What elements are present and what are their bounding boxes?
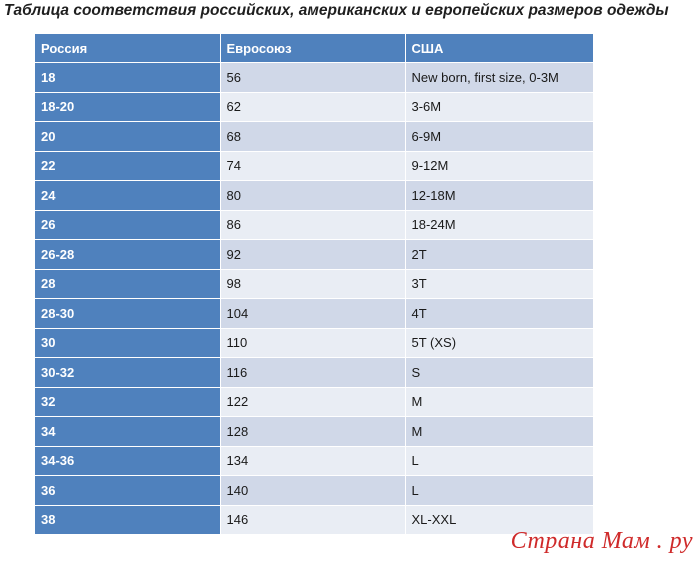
cell-usa: New born, first size, 0-3M [405,62,593,93]
cell-usa: M [405,387,593,417]
table-row: 34 128 M [35,416,593,447]
cell-usa: L [405,475,593,506]
cell-eu: 92 [220,239,406,270]
cell-russia: 20 [35,121,221,152]
table-row: 18 56 New born, first size, 0-3M [35,62,593,93]
table-header-row: Россия Евросоюз США [35,34,593,63]
page-title: Таблица соответствия российских, америка… [4,2,669,19]
cell-usa: XL-XXL [405,505,593,535]
cell-russia: 24 [35,180,221,211]
cell-usa: 3T [405,269,593,299]
cell-usa: L [405,446,593,476]
cell-russia: 26 [35,210,221,240]
table-row: 22 74 9-12M [35,151,593,181]
cell-usa: 18-24M [405,210,593,240]
cell-russia: 34-36 [35,446,221,476]
cell-russia: 28 [35,269,221,299]
cell-eu: 122 [220,387,406,417]
cell-eu: 146 [220,505,406,535]
table-body: 18 56 New born, first size, 0-3M 18-20 62 3-6… [35,62,593,535]
watermark-logo: Страна Мам . ру [510,528,693,554]
cell-russia: 28-30 [35,298,221,329]
header-usa: США [405,34,593,63]
cell-eu: 140 [220,475,406,506]
cell-usa: 4T [405,298,593,329]
table-row: 36 140 L [35,475,593,506]
table-row: 34-36 134 L [35,446,593,476]
cell-eu: 62 [220,92,406,122]
cell-russia: 18 [35,62,221,93]
cell-eu: 128 [220,416,406,447]
header-russia: Россия [35,34,221,63]
cell-eu: 104 [220,298,406,329]
table-row: 26 86 18-24M [35,210,593,240]
cell-russia: 38 [35,505,221,535]
table-row: 18-20 62 3-6M [35,92,593,122]
table-row: 20 68 6-9M [35,121,593,152]
cell-usa: 2T [405,239,593,270]
table-row: 28-30 104 4T [35,298,593,329]
cell-eu: 134 [220,446,406,476]
cell-russia: 34 [35,416,221,447]
size-table: Россия Евросоюз США 18 56 New born, first … [35,34,593,535]
table-row: 28 98 3T [35,269,593,299]
cell-usa: 6-9M [405,121,593,152]
table-row: 32 122 M [35,387,593,417]
table-row: 24 80 12-18M [35,180,593,211]
cell-russia: 36 [35,475,221,506]
cell-usa: 9-12M [405,151,593,181]
cell-usa: 3-6M [405,92,593,122]
cell-eu: 80 [220,180,406,211]
cell-usa: 5T (XS) [405,328,593,358]
cell-russia: 30 [35,328,221,358]
table-row: 30 110 5T (XS) [35,328,593,358]
cell-russia: 18-20 [35,92,221,122]
header-eu: Евросоюз [220,34,406,63]
cell-russia: 30-32 [35,357,221,388]
cell-usa: 12-18M [405,180,593,211]
cell-russia: 26-28 [35,239,221,270]
cell-russia: 32 [35,387,221,417]
table-row: 30-32 116 S [35,357,593,388]
cell-eu: 74 [220,151,406,181]
cell-eu: 86 [220,210,406,240]
table-row: 38 146 XL-XXL [35,505,593,535]
cell-eu: 68 [220,121,406,152]
cell-eu: 116 [220,357,406,388]
cell-russia: 22 [35,151,221,181]
cell-eu: 98 [220,269,406,299]
table-row: 26-28 92 2T [35,239,593,270]
cell-eu: 56 [220,62,406,93]
cell-eu: 110 [220,328,406,358]
cell-usa: M [405,416,593,447]
cell-usa: S [405,357,593,388]
